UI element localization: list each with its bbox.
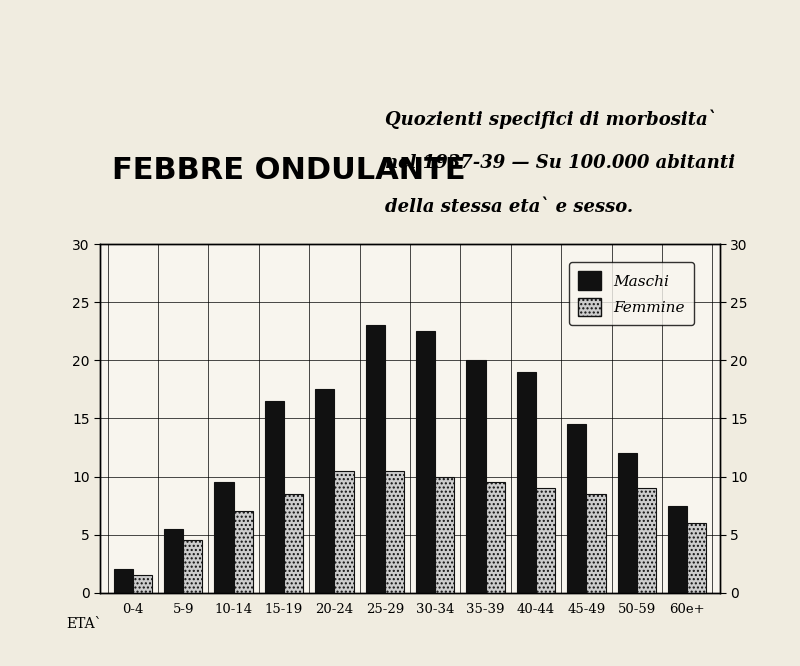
Legend: Maschi, Femmine: Maschi, Femmine — [569, 262, 694, 326]
Text: Quozienti specifici di morbosita`: Quozienti specifici di morbosita` — [386, 109, 717, 129]
Text: nel 1937-39 — Su 100.000 abitanti: nel 1937-39 — Su 100.000 abitanti — [386, 154, 735, 172]
Bar — [385, 471, 404, 593]
Bar — [486, 482, 505, 593]
Bar — [687, 523, 706, 593]
Bar — [466, 360, 486, 593]
Bar — [114, 569, 133, 593]
Bar — [567, 424, 586, 593]
Bar — [435, 476, 454, 593]
Bar — [234, 511, 253, 593]
Bar — [536, 488, 555, 593]
Bar — [517, 372, 536, 593]
Bar — [586, 494, 606, 593]
Text: FEBBRE ONDULANTE: FEBBRE ONDULANTE — [112, 156, 466, 184]
Bar — [366, 326, 385, 593]
Text: ETA`: ETA` — [66, 617, 102, 631]
Bar — [668, 505, 687, 593]
Bar — [416, 331, 435, 593]
Bar — [265, 401, 284, 593]
Bar — [637, 488, 656, 593]
Bar — [284, 494, 303, 593]
Bar — [334, 471, 354, 593]
Text: della stessa eta` e sesso.: della stessa eta` e sesso. — [386, 198, 634, 216]
Bar — [183, 540, 202, 593]
Bar — [618, 454, 637, 593]
Bar — [315, 390, 334, 593]
Bar — [133, 575, 152, 593]
Bar — [164, 529, 183, 593]
Bar — [214, 482, 234, 593]
